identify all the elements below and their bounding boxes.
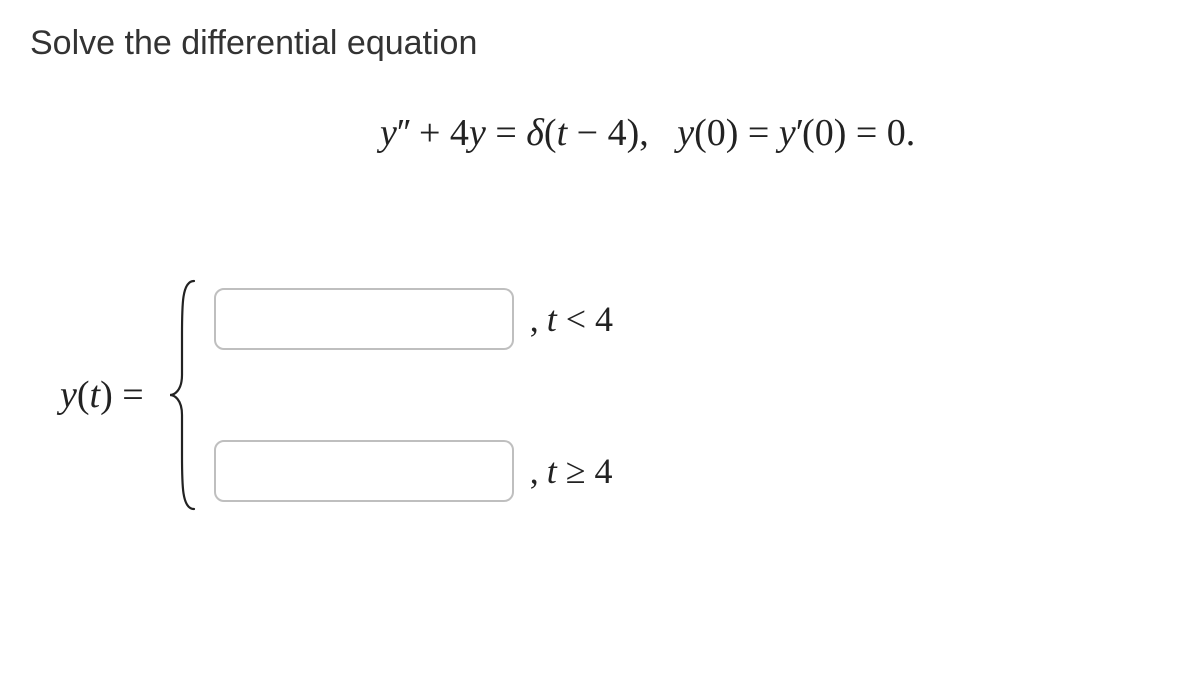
piecewise-brace-wrap: ,t < 4 ,t ≥ 4 <box>168 275 613 515</box>
left-brace-icon <box>168 275 202 515</box>
condition-2: ,t ≥ 4 <box>530 450 613 492</box>
case-row-1: ,t < 4 <box>214 288 613 350</box>
piecewise-cases: ,t < 4 ,t ≥ 4 <box>214 288 613 502</box>
problem-prompt: Solve the differential equation <box>30 24 1170 63</box>
case-row-2: ,t ≥ 4 <box>214 440 613 502</box>
answer-input-1[interactable] <box>214 288 514 350</box>
condition-1: ,t < 4 <box>530 298 613 340</box>
differential-equation: y′′ + 4y = δ(t − 4), y(0) = y′(0) = 0. <box>30 111 1170 155</box>
answer-input-2[interactable] <box>214 440 514 502</box>
solution-area: y(t) = ,t < 4 ,t ≥ 4 <box>60 275 1170 515</box>
solution-lhs: y(t) = <box>60 373 144 417</box>
